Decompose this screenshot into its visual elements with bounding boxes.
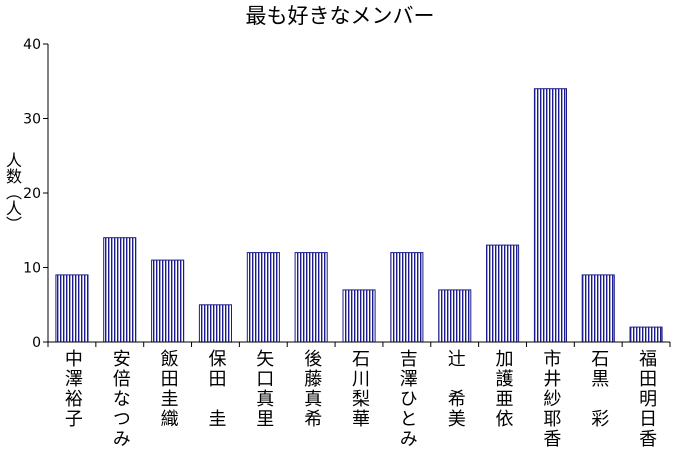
y-tick-label-4: 40	[23, 37, 41, 53]
bar-7	[390, 252, 424, 343]
y-tick-label-0: 0	[32, 335, 41, 351]
bar-9	[486, 244, 520, 343]
bar-10	[533, 88, 568, 343]
bar-6	[342, 289, 376, 343]
y-tick-label-3: 30	[23, 112, 41, 128]
bar-1	[103, 237, 137, 343]
category-label-8: 辻 希美	[444, 349, 466, 429]
bars-group	[55, 88, 663, 343]
y-axis-label: 人数（人）	[3, 152, 22, 232]
category-label-7: 吉澤ひとみ	[396, 349, 418, 449]
chart-title: 最も好きなメンバー	[245, 4, 435, 28]
category-label-5: 後藤真希	[301, 349, 323, 429]
category-label-3: 保田 圭	[205, 349, 227, 429]
category-label-0: 中澤裕子	[61, 349, 83, 429]
bar-3	[198, 304, 232, 343]
category-label-12: 福田明日香	[636, 349, 658, 449]
y-tick-label-2: 20	[23, 186, 41, 202]
category-label-9: 加護亜依	[492, 349, 514, 429]
category-label-4: 矢口真里	[253, 349, 275, 429]
y-tick-label-1: 10	[23, 261, 41, 277]
bar-2	[151, 259, 185, 343]
bar-11	[581, 274, 615, 343]
bar-8	[438, 289, 472, 343]
category-label-1: 安倍なつみ	[109, 349, 131, 449]
bar-12	[629, 326, 663, 343]
category-label-2: 飯田圭織	[157, 349, 179, 429]
category-label-11: 石黒 彩	[588, 349, 610, 429]
category-label-10: 市井紗耶香	[540, 349, 562, 449]
category-label-6: 石川梨華	[349, 349, 370, 429]
bar-5	[294, 252, 328, 343]
bar-4	[246, 252, 280, 343]
ticks-group: 0 10 20 30 40	[23, 37, 671, 351]
bar-0	[55, 274, 89, 343]
